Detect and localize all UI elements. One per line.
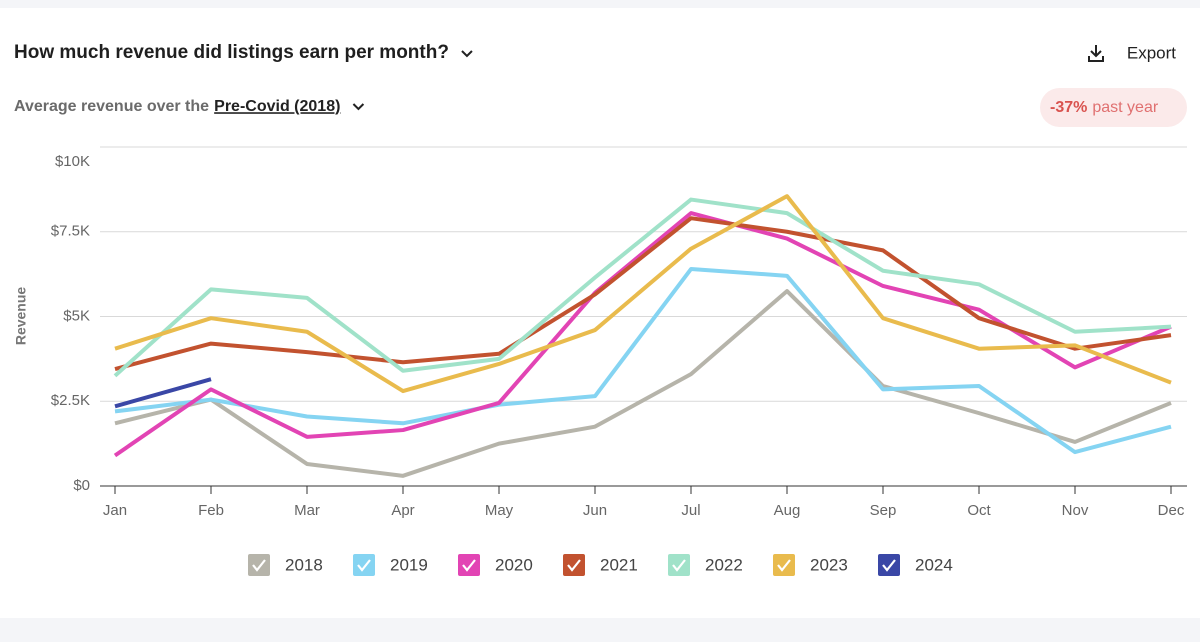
legend-checkbox[interactable] [248,554,270,576]
export-button[interactable]: Export [1127,43,1176,62]
x-tick-label: Mar [294,502,320,519]
y-tick-label: $2.5K [51,392,90,409]
card [0,8,1200,618]
legend-label[interactable]: 2023 [810,555,848,574]
check-mark[interactable] [462,559,476,572]
dropdown-icon[interactable] [461,50,473,58]
period-select[interactable]: Pre-Covid (2018) [214,98,340,115]
x-tick-label: Oct [967,502,991,519]
legend-label[interactable]: 2020 [495,555,533,574]
x-tick-label: Feb [198,502,224,519]
check-mark[interactable] [777,559,791,572]
check-mark[interactable] [357,559,371,572]
check-mark[interactable] [252,559,266,572]
badge-value: -37% [1050,99,1087,116]
y-tick-label: $5K [63,307,90,324]
legend-checkbox[interactable] [878,554,900,576]
y-axis-title: Revenue [13,287,29,346]
x-tick-label: Jul [681,502,700,519]
y-tick-label: $0 [73,477,90,494]
title[interactable]: How much revenue did listings earn per m… [14,42,449,63]
x-tick-label: Nov [1062,502,1089,519]
legend-checkbox[interactable] [563,554,585,576]
legend-checkbox[interactable] [353,554,375,576]
download-icon[interactable] [1088,45,1104,62]
legend-label[interactable]: 2022 [705,555,743,574]
check-mark[interactable] [567,559,581,572]
legend-label[interactable]: 2021 [600,555,638,574]
line-series [114,216,1172,371]
x-tick-label: Dec [1158,502,1185,519]
line-series [113,197,1172,378]
line-series [114,289,1172,478]
check-mark[interactable] [882,559,896,572]
line-series [114,194,1172,394]
legend-checkbox[interactable] [773,554,795,576]
line-series [114,267,1172,455]
legend-label[interactable]: 2018 [285,555,323,574]
subtitle: Average revenue over the [14,98,209,115]
legend-checkbox[interactable] [668,554,690,576]
badge [1040,88,1187,127]
check-mark[interactable] [672,559,686,572]
legend-checkbox[interactable] [458,554,480,576]
x-tick-label: Jan [103,502,127,519]
legend-label[interactable]: 2024 [915,555,953,574]
x-tick-label: Jun [583,502,607,519]
y-tick-label: $7.5K [51,223,90,240]
y-tick-label: $10K [55,153,90,170]
line-series [114,377,212,409]
x-tick-label: May [485,502,514,519]
badge-text: past year [1092,99,1158,116]
line-series [113,211,1172,458]
x-tick-label: Aug [774,502,801,519]
legend-label[interactable]: 2019 [390,555,428,574]
x-tick-label: Sep [870,502,897,519]
dropdown-icon[interactable] [352,103,365,111]
x-tick-label: Apr [391,502,414,519]
